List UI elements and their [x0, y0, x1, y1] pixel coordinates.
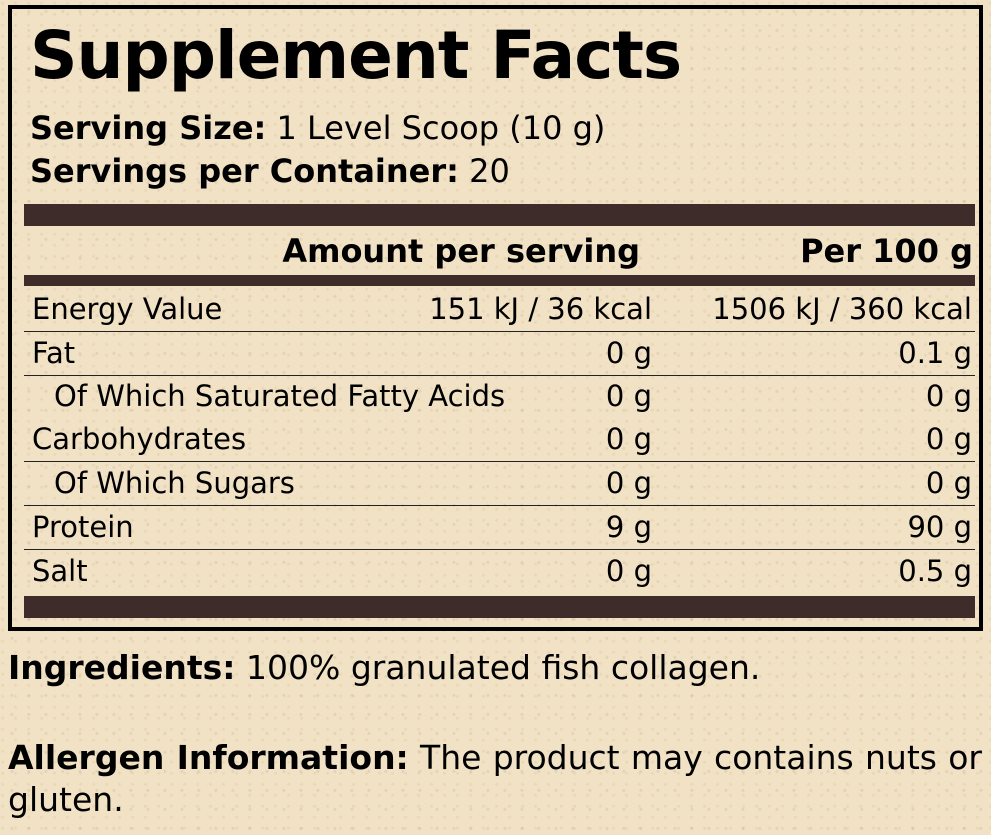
row-per-serving: 0 g	[605, 422, 652, 456]
row-per-100g: 0 g	[925, 422, 972, 456]
header-per-100g: Per 100 g	[800, 232, 973, 270]
row-label: Of Which Saturated Fatty Acids	[54, 379, 506, 413]
serving-size-value: 1 Level Scoop (10 g)	[276, 109, 606, 147]
row-per-serving: 0 g	[605, 466, 652, 500]
allergen-information: Allergen Information: The product may co…	[8, 737, 982, 821]
table-row: Of Which Saturated Fatty Acids 0 g 0 g	[24, 375, 975, 418]
row-label: Fat	[32, 336, 76, 370]
servings-value: 20	[469, 152, 510, 190]
allergen-value: The product may contains nuts or gluten.	[8, 738, 982, 819]
serving-size-label: Serving Size:	[30, 109, 267, 147]
row-per-100g: 0 g	[925, 466, 972, 500]
row-per-serving: 151 kJ / 36 kcal	[429, 292, 652, 326]
supplement-facts-panel: Supplement Facts Serving Size: 1 Level S…	[8, 5, 983, 631]
serving-size: Serving Size: 1 Level Scoop (10 g)	[30, 112, 605, 144]
row-per-serving: 0 g	[605, 379, 652, 413]
divider-bar	[24, 596, 975, 618]
servings-per-container: Servings per Container: 20	[30, 155, 510, 187]
row-label: Energy Value	[32, 292, 223, 326]
servings-label: Servings per Container:	[30, 152, 459, 190]
header-per-serving: Amount per serving	[282, 232, 640, 270]
ingredients-label: Ingredients:	[8, 648, 236, 687]
allergen-label: Allergen Information:	[8, 738, 409, 777]
table-row: Carbohydrates 0 g 0 g	[24, 418, 975, 462]
row-per-serving: 0 g	[605, 336, 652, 370]
row-per-100g: 90 g	[907, 510, 972, 544]
table-row: Fat 0 g 0.1 g	[24, 332, 975, 376]
ingredients-value: 100% granulated fish collagen.	[245, 648, 761, 687]
panel-title: Supplement Facts	[30, 17, 682, 94]
row-label: Protein	[32, 510, 134, 544]
row-per-100g: 0 g	[925, 379, 972, 413]
divider-bar	[24, 275, 975, 286]
divider-bar	[24, 204, 975, 226]
row-per-100g: 1506 kJ / 360 kcal	[712, 292, 972, 326]
table-row: Of Which Sugars 0 g 0 g	[24, 462, 975, 506]
row-per-100g: 0.1 g	[898, 336, 972, 370]
row-label: Carbohydrates	[32, 422, 247, 456]
row-per-100g: 0.5 g	[898, 554, 972, 588]
row-per-serving: 9 g	[605, 510, 652, 544]
row-label: Salt	[32, 554, 88, 588]
ingredients: Ingredients: 100% granulated fish collag…	[8, 648, 760, 687]
row-per-serving: 0 g	[605, 554, 652, 588]
table-row: Protein 9 g 90 g	[24, 506, 975, 550]
table-row: Energy Value 151 kJ / 36 kcal 1506 kJ / 36…	[24, 288, 975, 332]
row-label: Of Which Sugars	[54, 466, 295, 500]
table-row: Salt 0 g 0.5 g	[24, 550, 975, 593]
